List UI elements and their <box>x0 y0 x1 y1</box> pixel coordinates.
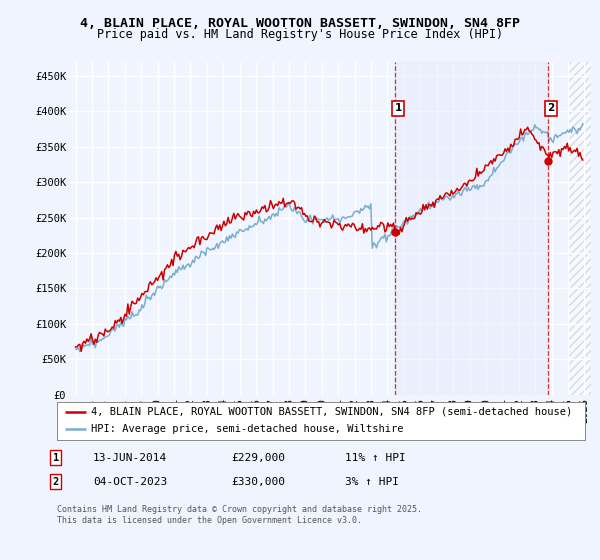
Text: 1: 1 <box>53 452 59 463</box>
Text: 3% ↑ HPI: 3% ↑ HPI <box>345 477 399 487</box>
Text: Contains HM Land Registry data © Crown copyright and database right 2025.
This d: Contains HM Land Registry data © Crown c… <box>57 505 422 525</box>
Text: £330,000: £330,000 <box>231 477 285 487</box>
Text: HPI: Average price, semi-detached house, Wiltshire: HPI: Average price, semi-detached house,… <box>91 424 404 435</box>
Text: 1: 1 <box>394 103 402 113</box>
Text: 4, BLAIN PLACE, ROYAL WOOTTON BASSETT, SWINDON, SN4 8FP (semi-detached house): 4, BLAIN PLACE, ROYAL WOOTTON BASSETT, S… <box>91 407 572 417</box>
Text: 04-OCT-2023: 04-OCT-2023 <box>93 477 167 487</box>
Bar <box>395 62 547 395</box>
Text: 2: 2 <box>53 477 59 487</box>
Text: 11% ↑ HPI: 11% ↑ HPI <box>345 452 406 463</box>
Text: £229,000: £229,000 <box>231 452 285 463</box>
Text: 13-JUN-2014: 13-JUN-2014 <box>93 452 167 463</box>
Text: 2: 2 <box>547 103 554 113</box>
Text: 4, BLAIN PLACE, ROYAL WOOTTON BASSETT, SWINDON, SN4 8FP: 4, BLAIN PLACE, ROYAL WOOTTON BASSETT, S… <box>80 17 520 30</box>
Text: Price paid vs. HM Land Registry's House Price Index (HPI): Price paid vs. HM Land Registry's House … <box>97 28 503 41</box>
